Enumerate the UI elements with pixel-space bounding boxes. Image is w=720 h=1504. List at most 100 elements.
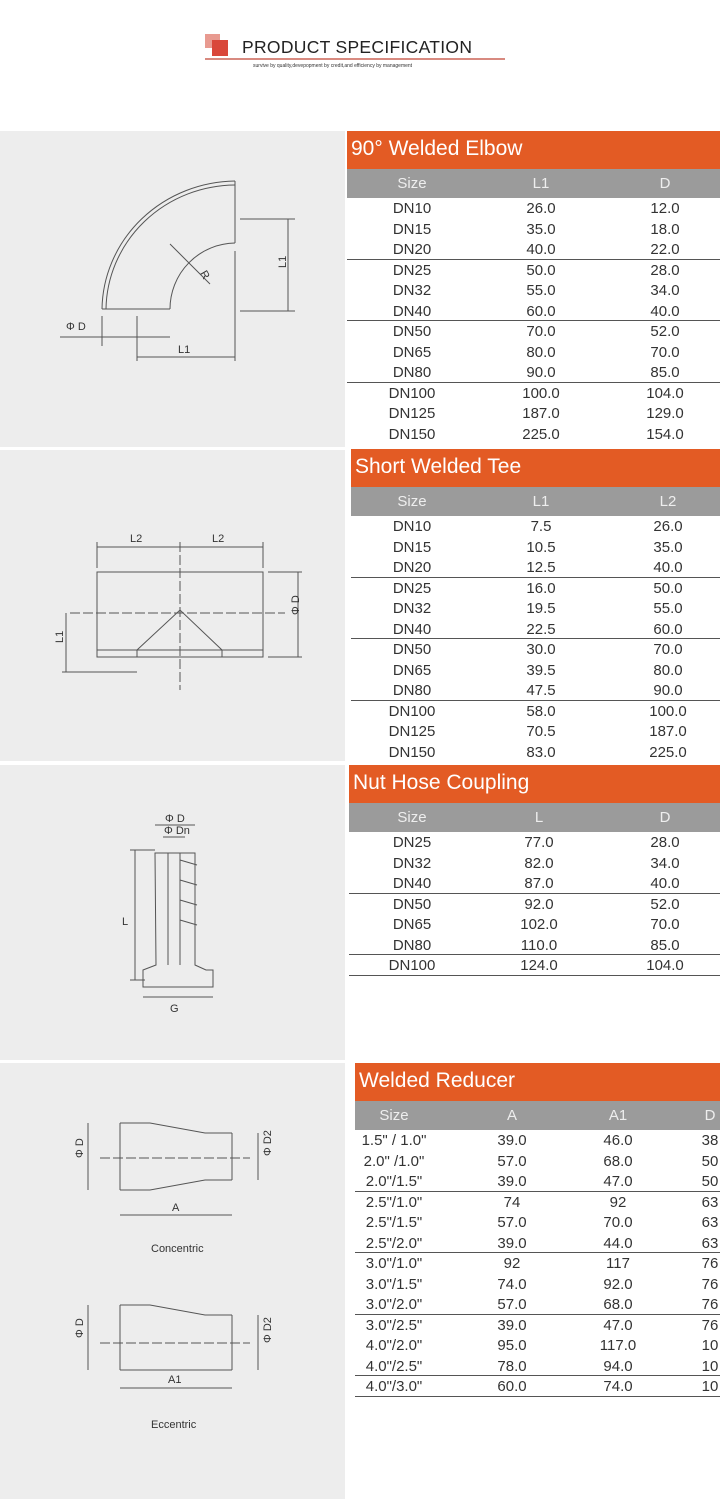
table-cell: 22.0 bbox=[650, 241, 680, 258]
table-row: DN125 70.5 187.0 bbox=[351, 721, 720, 742]
tee-label-l2-left: L2 bbox=[130, 533, 142, 545]
table-cell: 39.0 bbox=[497, 1234, 527, 1252]
reducer-drawing: Φ D Φ D2 A Concentric Φ D Φ D2 A1 Eccent… bbox=[74, 1122, 274, 1431]
table-cell: 92.0 bbox=[524, 895, 554, 913]
table-row: DN80 90.0 85.0 bbox=[347, 362, 720, 383]
table-cell: 68.0 bbox=[603, 1152, 633, 1170]
table-cell: 40.0 bbox=[653, 559, 683, 576]
table-row: DN32 19.5 55.0 bbox=[351, 598, 720, 619]
table-cell: 52.0 bbox=[650, 323, 680, 340]
table-cell: 39.5 bbox=[526, 661, 556, 679]
column-header: D bbox=[659, 175, 671, 192]
table-cell: 2.0" /1.0" bbox=[363, 1152, 425, 1170]
column-header: D bbox=[704, 1107, 716, 1124]
table-cell: 12.5 bbox=[526, 559, 556, 576]
table-cell: 100.0 bbox=[522, 384, 560, 402]
table-row: DN80 110.0 85.0 bbox=[349, 935, 720, 955]
page-subtitle: survive by quality,devepopment by credit… bbox=[253, 63, 413, 69]
table-row: DN15 10.5 35.0 bbox=[351, 537, 720, 558]
table-cell: 58.0 bbox=[526, 702, 556, 720]
reducer-label-phid2-concentric: Φ D2 bbox=[262, 1130, 274, 1156]
table-cell: 2.0"/1.5" bbox=[365, 1173, 423, 1190]
table-row: 2.5"/1.5" 57.0 70.0 63 bbox=[355, 1212, 720, 1233]
table-row: DN32 82.0 34.0 bbox=[349, 853, 720, 874]
table-row: DN20 12.5 40.0 bbox=[351, 557, 720, 578]
table-header-row: Size L D bbox=[349, 803, 720, 832]
table-cell: 78.0 bbox=[497, 1357, 527, 1375]
table-cell: 12.0 bbox=[650, 200, 680, 217]
table-cell: DN100 bbox=[388, 957, 436, 974]
table-cell: DN40 bbox=[392, 875, 432, 892]
table-row: DN100 58.0 100.0 bbox=[351, 701, 720, 722]
elbow-label-l1: L1 bbox=[178, 344, 190, 356]
table-row: 4.0"/3.0" 60.0 74.0 10 bbox=[355, 1376, 720, 1397]
column-header: L1 bbox=[532, 175, 550, 192]
table-row: 2.0" /1.0" 57.0 68.0 50 bbox=[355, 1151, 720, 1172]
table-row: 2.0"/1.5" 39.0 47.0 50 bbox=[355, 1171, 720, 1192]
column-header: L bbox=[534, 809, 544, 826]
table-cell: 57.0 bbox=[497, 1214, 527, 1231]
table-title: Nut Hose Coupling bbox=[349, 765, 720, 803]
table-row: 2.5"/1.0" 74 92 63 bbox=[355, 1192, 720, 1213]
table-cell: 19.5 bbox=[526, 600, 556, 617]
table-cell: DN40 bbox=[392, 620, 432, 638]
table-cell: 4.0"/3.0" bbox=[365, 1378, 423, 1395]
table-cell: DN32 bbox=[392, 600, 432, 617]
table-cell: 90.0 bbox=[653, 682, 683, 699]
table-cell: 83.0 bbox=[526, 743, 556, 761]
table-cell: DN65 bbox=[392, 661, 432, 679]
table-cell: 50 bbox=[701, 1152, 719, 1170]
table-row: DN20 40.0 22.0 bbox=[347, 239, 720, 260]
table-cell: 57.0 bbox=[497, 1296, 527, 1313]
table-cell: 80.0 bbox=[526, 343, 556, 361]
table-cell: 70.0 bbox=[650, 916, 680, 933]
table-cell: 63 bbox=[701, 1234, 719, 1252]
table-cell: 90.0 bbox=[526, 364, 556, 381]
table-cell: 225.0 bbox=[522, 425, 560, 443]
table-cell: 95.0 bbox=[497, 1337, 527, 1354]
table-cell: 50.0 bbox=[653, 579, 683, 597]
tee-label-l1: L1 bbox=[54, 631, 66, 643]
table-cell: 117 bbox=[606, 1255, 630, 1272]
elbow-drawing: Φ D R L1 L1 bbox=[60, 180, 295, 361]
table-cell: DN100 bbox=[388, 702, 436, 720]
column-header: L1 bbox=[532, 493, 550, 510]
table-cell: DN40 bbox=[392, 302, 432, 320]
table-cell: 39.0 bbox=[497, 1173, 527, 1190]
table-cell: 50.0 bbox=[526, 261, 556, 279]
table-cell: 110.0 bbox=[520, 936, 558, 954]
table-cell: 28.0 bbox=[650, 261, 680, 279]
table-row: 3.0"/1.5" 74.0 92.0 76 bbox=[355, 1274, 720, 1295]
table-cell: 94.0 bbox=[603, 1357, 633, 1375]
coupling-label-phidn: Φ Dn bbox=[164, 825, 190, 837]
table-cell: 187.0 bbox=[649, 723, 687, 740]
table-cell: 34.0 bbox=[650, 282, 680, 299]
table-cell: 52.0 bbox=[650, 895, 680, 913]
elbow-label-r: R bbox=[197, 269, 211, 282]
table-cell: 3.0"/1.0" bbox=[365, 1255, 423, 1272]
table-row: DN80 47.5 90.0 bbox=[351, 680, 720, 701]
table-cell: 3.0"/2.5" bbox=[365, 1316, 423, 1334]
table-cell: 74 bbox=[503, 1193, 521, 1211]
column-header: Size bbox=[397, 809, 427, 826]
table-cell: 129.0 bbox=[646, 405, 684, 422]
coupling-spec-table: Nut Hose Coupling Size L D DN25 77.0 28.0 DN32 8… bbox=[349, 765, 720, 976]
table-cell: 68.0 bbox=[603, 1296, 633, 1313]
elbow-drawing-panel: Φ D R L1 L1 bbox=[0, 131, 345, 447]
table-row: DN150 225.0 154.0 bbox=[347, 424, 720, 445]
table-header-row: Size L1 D bbox=[347, 169, 720, 198]
table-cell: DN125 bbox=[388, 405, 436, 422]
page-title: PRODUCT SPECIFICATION bbox=[242, 37, 473, 57]
reducer-label-phid-concentric: Φ D bbox=[74, 1138, 86, 1158]
table-row: 2.5"/2.0" 39.0 44.0 63 bbox=[355, 1233, 720, 1253]
table-row: 3.0"/2.5" 39.0 47.0 76 bbox=[355, 1315, 720, 1336]
table-cell: 47.0 bbox=[603, 1316, 633, 1334]
table-row: DN15 35.0 18.0 bbox=[347, 219, 720, 240]
table-cell: 4.0"/2.5" bbox=[365, 1357, 423, 1375]
table-cell: DN50 bbox=[392, 323, 432, 340]
table-cell: 117.0 bbox=[599, 1337, 637, 1354]
column-header: D bbox=[659, 809, 671, 826]
table-cell: DN50 bbox=[392, 641, 432, 658]
table-cell: DN150 bbox=[388, 425, 436, 443]
table-cell: 225.0 bbox=[649, 743, 687, 761]
